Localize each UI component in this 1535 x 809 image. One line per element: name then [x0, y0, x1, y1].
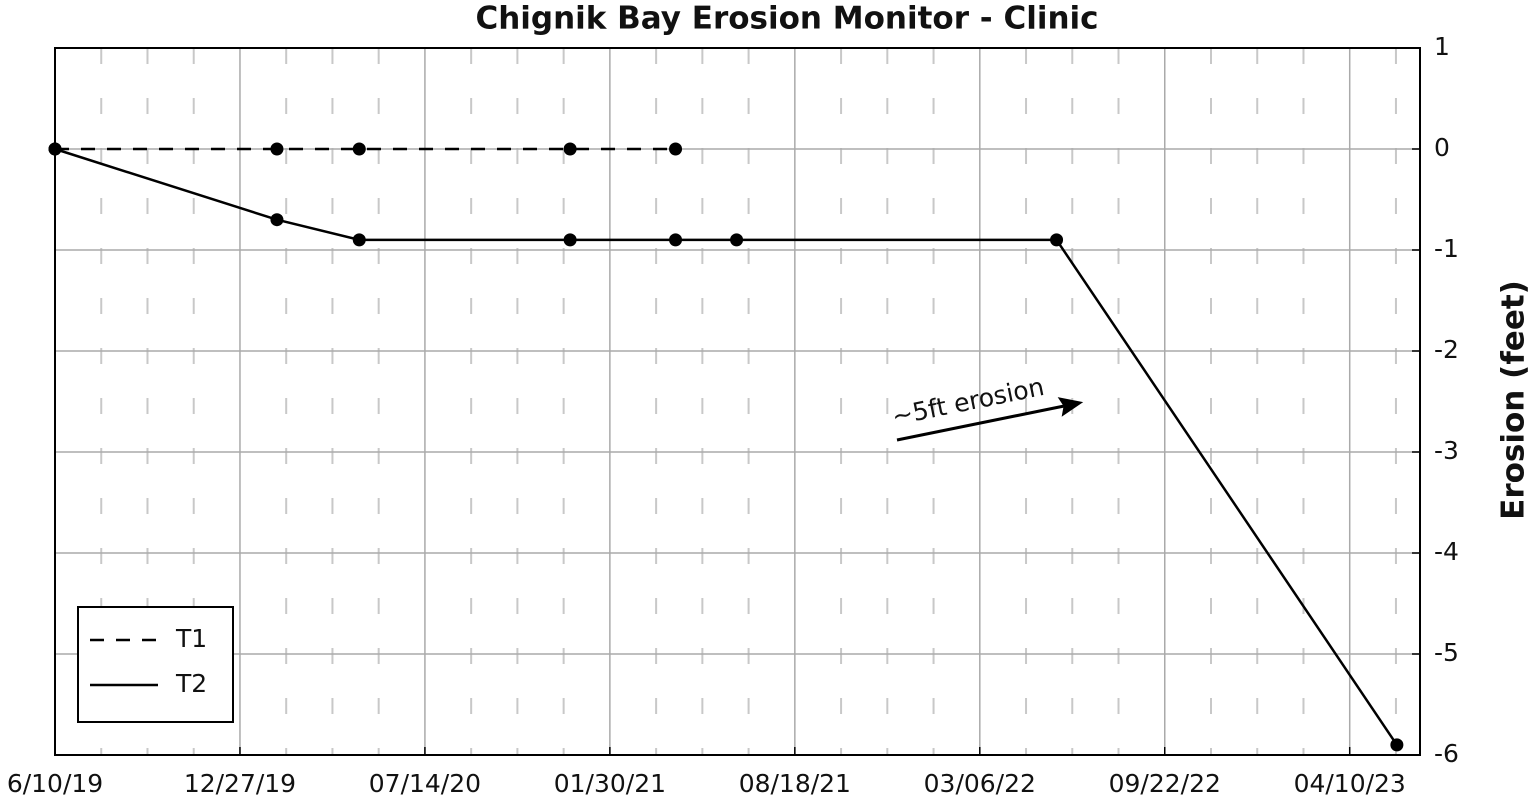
annotation-arrow — [896, 404, 1064, 442]
data-point — [563, 233, 577, 247]
x-tick-label: 12/27/19 — [184, 769, 296, 798]
y-tick-label: -3 — [1434, 436, 1459, 465]
data-point — [1050, 233, 1064, 247]
chart-title: Chignik Bay Erosion Monitor - Clinic — [475, 1, 1098, 37]
data-point — [730, 233, 744, 247]
data-point — [352, 142, 366, 156]
annotation-arrowhead — [1057, 397, 1084, 417]
y-tick-label: 0 — [1434, 133, 1450, 162]
x-tick-label: 08/18/21 — [739, 769, 851, 798]
y-tick-label: -1 — [1434, 234, 1459, 263]
data-point — [352, 233, 366, 247]
data-point — [270, 213, 284, 227]
data-point — [1390, 738, 1404, 752]
legend-label: T1 — [175, 624, 207, 653]
annotation: ~5ft erosion — [889, 372, 1084, 442]
x-tick-label: 04/10/23 — [1294, 769, 1406, 798]
legend-box — [77, 606, 234, 723]
annotation-text: ~5ft erosion — [889, 372, 1046, 431]
data-point — [270, 142, 284, 156]
y-axis-label: Erosion (feet) — [1496, 280, 1532, 520]
data-point — [669, 142, 683, 156]
x-tick-label: 6/10/19 — [7, 769, 103, 798]
x-tick-label: 07/14/20 — [369, 769, 481, 798]
y-tick-label: -2 — [1434, 335, 1459, 364]
y-tick-label: -5 — [1434, 638, 1459, 667]
x-tick-label: 03/06/22 — [924, 769, 1036, 798]
x-tick-label: 09/22/22 — [1109, 769, 1221, 798]
series-line — [54, 147, 1398, 746]
data-point — [48, 142, 62, 156]
y-tick-label: -6 — [1434, 739, 1459, 768]
data-point — [669, 233, 683, 247]
legend-label: T2 — [175, 669, 207, 698]
plot-frame — [54, 47, 1421, 756]
data-point — [563, 142, 577, 156]
y-tick-label: 1 — [1434, 32, 1450, 61]
x-tick-label: 01/30/21 — [554, 769, 666, 798]
y-tick-label: -4 — [1434, 537, 1459, 566]
